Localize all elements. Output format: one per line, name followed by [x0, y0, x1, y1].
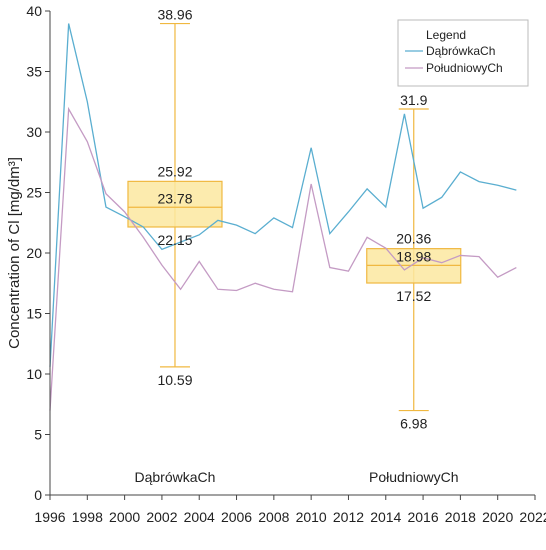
x-tick-label: 2000: [109, 509, 140, 525]
q3-label: 25.92: [157, 163, 192, 179]
legend-box: [397, 19, 529, 87]
y-tick-label: 10: [26, 366, 42, 382]
iqr-box: [127, 180, 223, 228]
y-tick-label: 40: [26, 3, 42, 19]
q1-label: 22.15: [157, 232, 192, 248]
y-tick-label: 25: [26, 185, 42, 201]
x-tick-label: 2004: [184, 509, 215, 525]
y-tick-label: 15: [26, 306, 42, 322]
group-label: PołudniowyCh: [369, 469, 459, 485]
x-tick-label: 1996: [34, 509, 65, 525]
max-label: 31.9: [400, 92, 427, 108]
x-tick-label: 2020: [482, 509, 513, 525]
legend: Legend DąbrówkaCh PołudniowyCh: [397, 19, 529, 87]
q3-label: 20.36: [396, 231, 431, 247]
x-tick-label: 2014: [370, 509, 401, 525]
group-label: DąbrówkaCh: [135, 469, 216, 485]
x-tick-label: 1998: [72, 509, 103, 525]
legend-entry-dabrowka: DąbrówkaCh: [426, 44, 495, 58]
x-tick-label: 2016: [407, 509, 438, 525]
legend-title: Legend: [426, 28, 466, 42]
y-tick-label: 0: [34, 487, 42, 503]
series-line-1: [49, 106, 517, 411]
x-tick-label: 2018: [445, 509, 476, 525]
legend-entry-poludniowy: PołudniowyCh: [426, 61, 503, 75]
x-tick-label: 2008: [258, 509, 289, 525]
x-tick-label: 2006: [221, 509, 252, 525]
x-tick-label: 2002: [146, 509, 177, 525]
q1-label: 17.52: [396, 288, 431, 304]
min-label: 6.98: [400, 416, 427, 432]
min-label: 10.59: [157, 372, 192, 388]
x-tick-label: 2022: [519, 509, 546, 525]
y-tick-label: 20: [26, 245, 42, 261]
box-layer: [127, 22, 462, 412]
y-tick-label: 5: [34, 427, 42, 443]
max-label: 38.96: [157, 7, 192, 23]
series-line-0: [49, 23, 517, 367]
axes-layer: 1996 1998 2000 2002 2004 2006 2008 2010 2012 2014…: [26, 3, 546, 525]
y-tick-label: 30: [26, 124, 42, 140]
x-tick-label: 2012: [333, 509, 364, 525]
median-label: 18.98: [396, 248, 431, 264]
x-tick-label: 2010: [296, 509, 327, 525]
series-layer: [49, 23, 517, 411]
y-tick-label: 35: [26, 64, 42, 80]
median-label: 23.78: [157, 190, 192, 206]
y-axis-label: Concentration of Cl [mg/dm³]: [6, 157, 23, 349]
